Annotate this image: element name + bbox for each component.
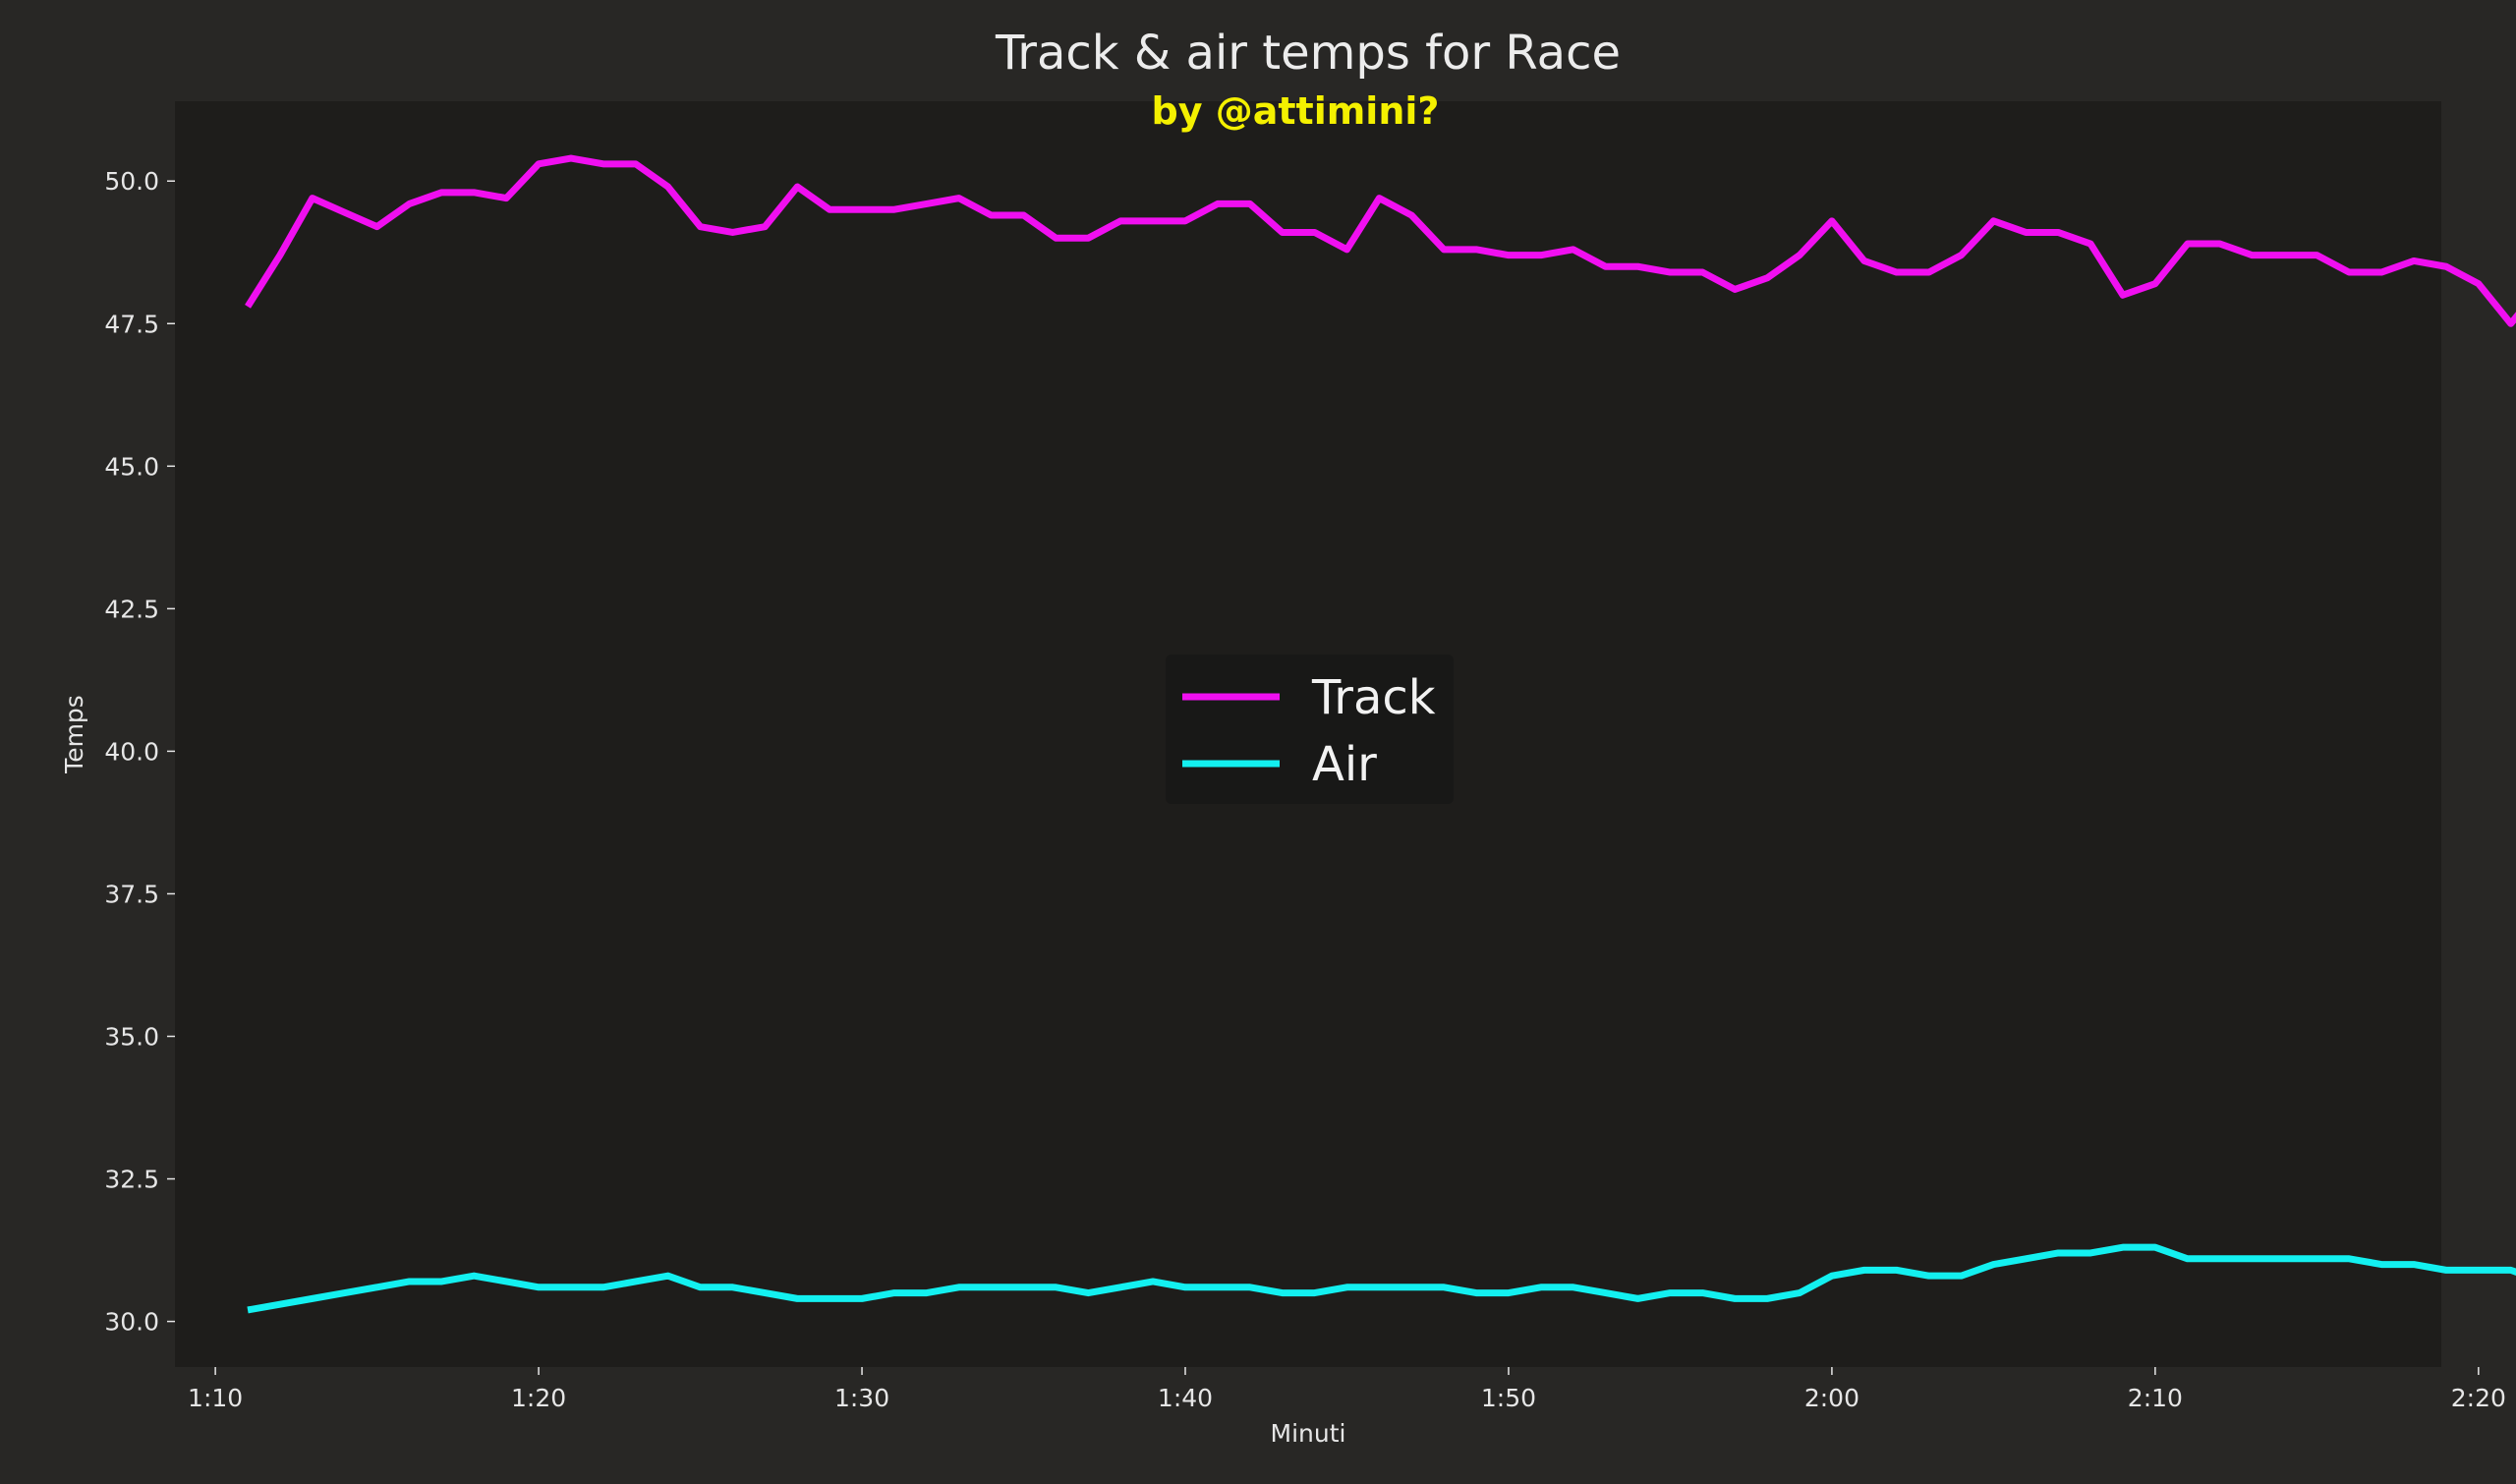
x-tick-label: 1:20 [511, 1384, 566, 1412]
x-axis: 1:101:201:301:401:502:002:102:202:30 [188, 1367, 2506, 1412]
x-tick-label: 2:10 [2128, 1384, 2183, 1412]
x-tick-label: 1:50 [1481, 1384, 1536, 1412]
y-axis-label: Temps [60, 695, 88, 774]
legend-label-air: Air [1312, 737, 1377, 792]
y-tick-label: 47.5 [104, 310, 159, 338]
chart-title: Track & air temps for Race [995, 26, 1621, 81]
x-tick-label: 2:20 [2451, 1384, 2506, 1412]
y-tick-label: 37.5 [104, 880, 159, 908]
y-tick-label: 32.5 [104, 1166, 159, 1194]
x-axis-label: Minuti [1271, 1419, 1346, 1448]
y-tick-label: 35.0 [104, 1022, 159, 1051]
chart-subtitle: by @attimini? [1152, 89, 1440, 133]
y-tick-label: 42.5 [104, 595, 159, 623]
y-axis: 30.0 32.5 35.0 37.5 40.0 42.5 45.0 47.5 50.0 [104, 167, 175, 1337]
y-tick-label: 45.0 [104, 452, 159, 481]
x-tick-label: 1:10 [188, 1384, 243, 1412]
x-tick-label: 1:40 [1158, 1384, 1213, 1412]
x-tick-label: 1:30 [834, 1384, 889, 1412]
legend-label-track: Track [1311, 670, 1436, 725]
y-tick-label: 50.0 [104, 167, 159, 196]
legend: Track Air [1166, 655, 1454, 804]
y-tick-label: 40.0 [104, 737, 159, 766]
series-line-track [245, 154, 2516, 327]
series-line-air [247, 1243, 2516, 1314]
series-layer [245, 154, 2516, 1314]
x-tick-label: 2:00 [1804, 1384, 1859, 1412]
y-tick-label: 30.0 [104, 1308, 159, 1337]
